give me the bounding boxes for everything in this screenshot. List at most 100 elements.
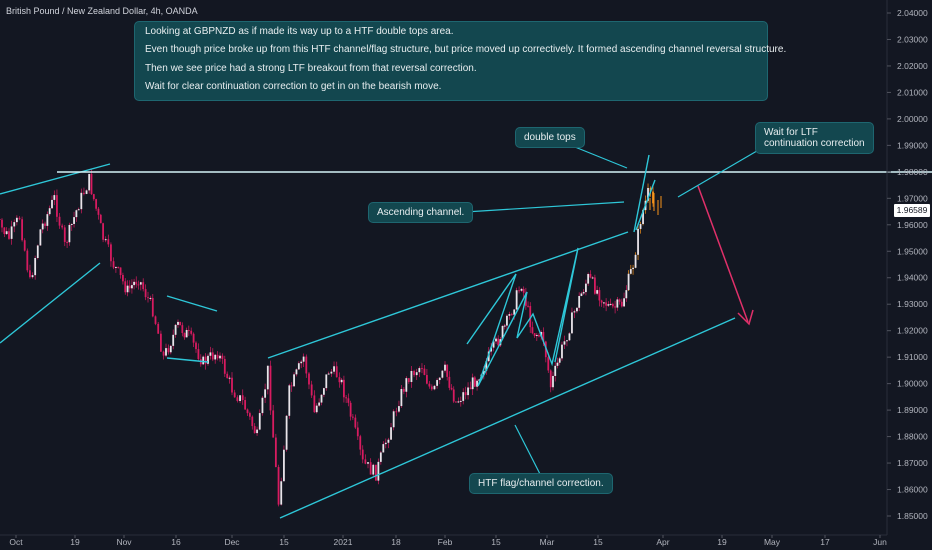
y-tick-label: 1.88000 [897,432,928,442]
candle [295,368,298,377]
candle [1,218,3,233]
x-tick-label: Nov [116,537,132,547]
y-tick-label: 2.03000 [897,34,928,44]
candle [448,371,451,391]
left-channel-lower[interactable] [0,262,101,344]
candle [563,335,566,350]
candle [177,319,179,328]
candle [377,458,380,485]
y-tick-label: 1.86000 [897,485,928,495]
htf-channel-lower[interactable] [279,317,736,519]
candle [15,215,18,226]
x-tick-label: Mar [540,537,555,547]
trendlines[interactable] [0,144,932,519]
candle [495,336,497,344]
annotation-line: Even though price broke up from this HTF… [145,44,787,56]
candle [582,289,585,295]
x-tick-label: 15 [279,537,289,547]
candle [272,404,275,438]
candle [236,395,239,403]
candle [527,301,529,308]
candle [518,286,520,294]
candle [310,380,313,399]
candle [122,272,124,285]
candle [415,368,418,380]
candle [102,222,104,243]
left-channel-upper[interactable] [0,163,111,195]
main-annotation[interactable]: Looking at GBPNZD as if made its way up … [134,21,787,101]
candle [269,360,272,415]
candle [335,361,338,378]
candle [211,348,214,362]
candle [151,293,154,318]
candle [214,354,217,364]
double-tops-label[interactable]: double tops [515,127,585,148]
breakout-line[interactable] [633,154,650,233]
candle [112,257,115,270]
candle [313,390,316,413]
candle [124,278,127,295]
candle [535,332,538,342]
x-tick-label: Feb [438,537,453,547]
candle [438,377,441,385]
candle [464,386,467,400]
candle [61,223,64,230]
x-tick-label: May [764,537,781,547]
y-tick-label: 2.04000 [897,8,928,18]
candle [320,394,323,406]
nov-flag-lower[interactable] [166,357,209,363]
candle [167,344,170,355]
price-axis[interactable]: 2.04000 2.03000 2.02000 2.01000 2.00000 1.990… [886,0,928,535]
projection-arrow[interactable] [697,185,754,326]
candle [39,228,42,246]
y-tick-label: 1.89000 [897,405,928,415]
htf-flag-label[interactable]: HTF flag/channel correction. [469,473,613,494]
wait-ltf-label[interactable]: Wait for LTF continuation correction [755,122,874,154]
candle [402,386,405,395]
candle [450,384,453,391]
candle [634,252,637,269]
callout-connector-channel [464,201,625,213]
candle [596,285,599,296]
y-tick-label: 1.99000 [897,140,928,150]
candle [288,383,291,419]
ascending-channel-label[interactable]: Ascending channel. [368,202,474,223]
candle [251,415,254,430]
candle [131,279,133,294]
candle [169,344,172,355]
candle [384,438,387,449]
candle [372,463,375,477]
candle [531,321,534,335]
candle [421,363,423,374]
candle [506,314,508,332]
candle [580,291,583,297]
candle [56,189,58,222]
breakout-line-lower[interactable] [635,179,656,231]
x-tick-label: 19 [70,537,80,547]
candle [436,378,439,389]
candle [410,366,413,388]
candle [274,433,277,468]
candle [66,240,68,248]
candle [589,270,592,279]
candle [459,396,462,407]
candle [135,276,138,288]
time-axis[interactable]: Oct 19 Nov 16 Dec 15 2021 18 Feb 15 Mar 15 Apr 19 May 1… [0,534,887,547]
nov-flag[interactable] [166,295,218,312]
candle [290,382,293,392]
ascending-channel-zigzag[interactable] [466,247,579,387]
candle [231,372,233,396]
candle [92,193,95,201]
htf-channel-upper[interactable] [267,231,629,359]
y-tick-label: 2.02000 [897,61,928,71]
candle [293,372,295,387]
candle [261,395,264,416]
x-tick-label: 2021 [334,537,353,547]
candle [75,209,78,222]
y-tick-label: 1.91000 [897,352,928,362]
candle [558,356,561,366]
candle [441,370,444,379]
candle [510,312,513,316]
candle [632,264,634,275]
